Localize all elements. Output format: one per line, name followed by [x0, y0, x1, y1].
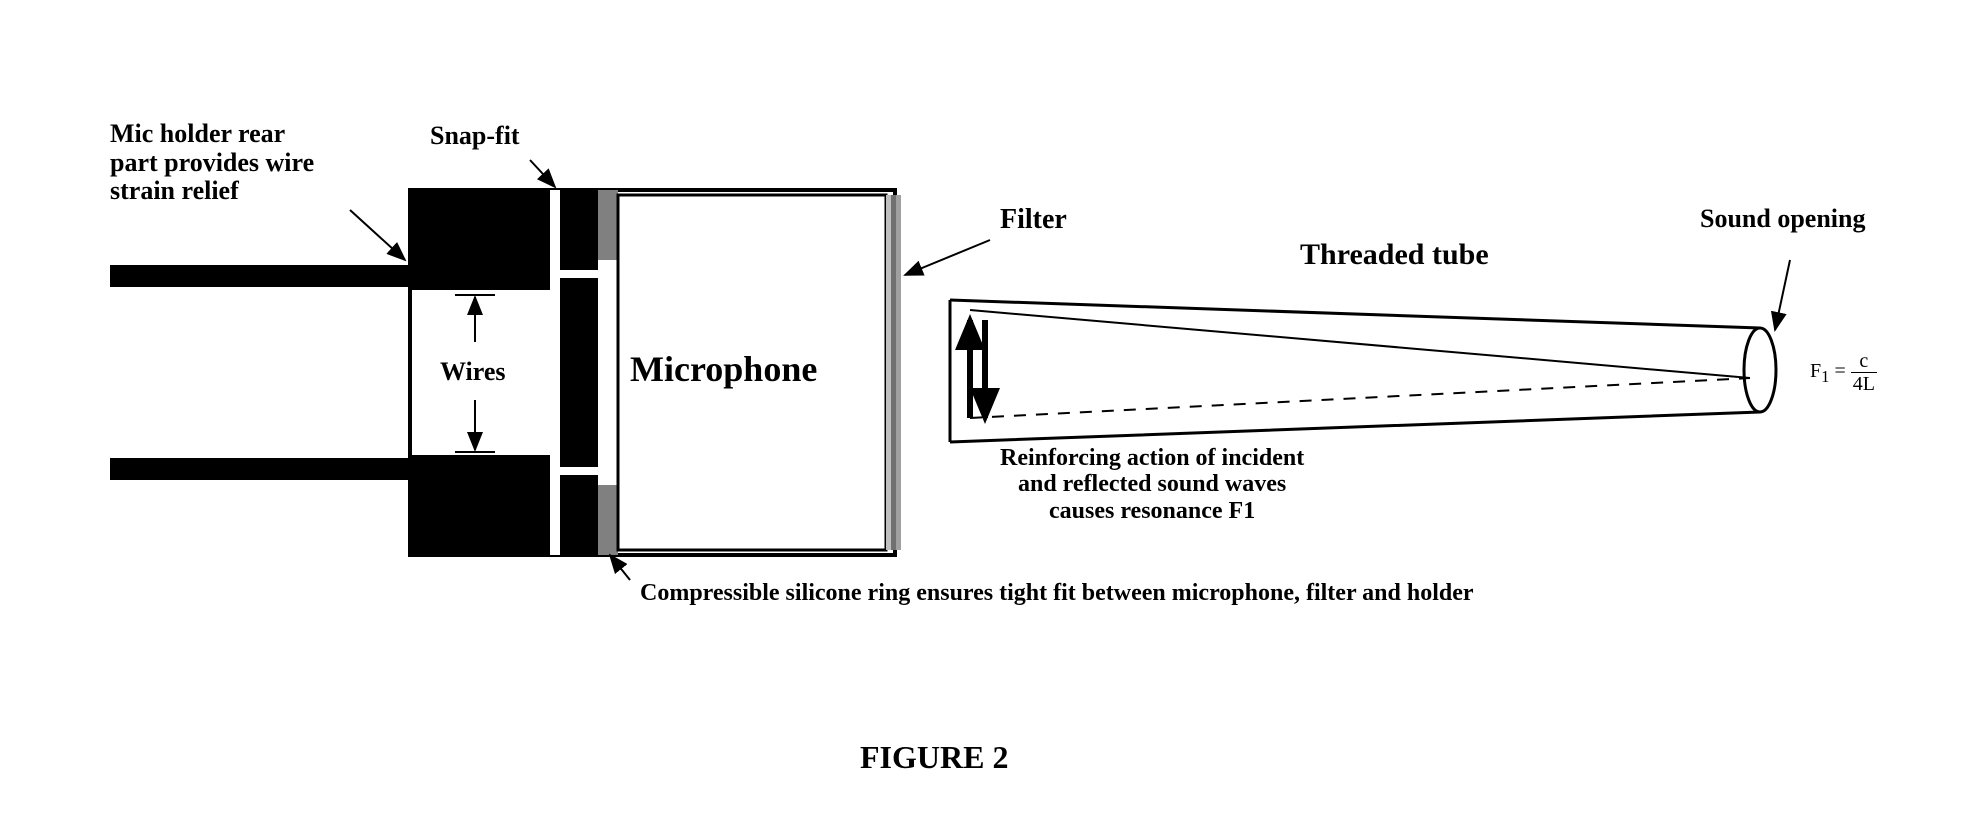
reinforcing-label: Reinforcing action of incident and refle…: [1000, 445, 1304, 524]
wires-label: Wires: [440, 358, 505, 387]
mic-holder-arrow: [350, 210, 405, 260]
filter-layer: [896, 195, 901, 550]
sound-opening-label: Sound opening: [1700, 205, 1865, 234]
wave-solid: [970, 310, 1750, 378]
center-bar: [560, 190, 598, 555]
snap-fit-arrow: [530, 160, 555, 187]
sound-opening-arrow: [1775, 260, 1790, 330]
center-bar-gap: [560, 270, 598, 278]
snap-gap-bottom: [550, 470, 560, 555]
silicone-label: Compressible silicone ring ensures tight…: [640, 580, 1474, 606]
silicone-ring-gap: [598, 260, 618, 485]
snap-fit-label: Snap-fit: [430, 122, 520, 151]
filter-label: Filter: [1000, 205, 1067, 236]
wire-top: [110, 265, 410, 287]
mic-holder-label: Mic holder rear part provides wire strai…: [110, 120, 314, 206]
silicone-arrow: [610, 555, 630, 580]
diagram-container: Mic holder rear part provides wire strai…: [0, 0, 1964, 837]
filter-arrow: [905, 240, 990, 275]
microphone-label: Microphone: [630, 350, 817, 390]
filter-layer: [891, 195, 896, 550]
figure-title: FIGURE 2: [860, 740, 1008, 775]
snap-gap-top: [550, 190, 560, 275]
holder-rear-bottom: [410, 455, 550, 555]
holder-rear-top: [410, 190, 550, 290]
wave-dashed: [970, 378, 1750, 418]
wire-bottom: [110, 458, 410, 480]
center-bar-gap: [560, 467, 598, 475]
tube-end-ellipse: [1744, 328, 1776, 412]
filter-layer: [886, 195, 891, 550]
threaded-tube-label: Threaded tube: [1300, 238, 1489, 271]
threaded-tube: [950, 300, 1760, 442]
formula-label: F1 = c 4L: [1810, 350, 1877, 395]
